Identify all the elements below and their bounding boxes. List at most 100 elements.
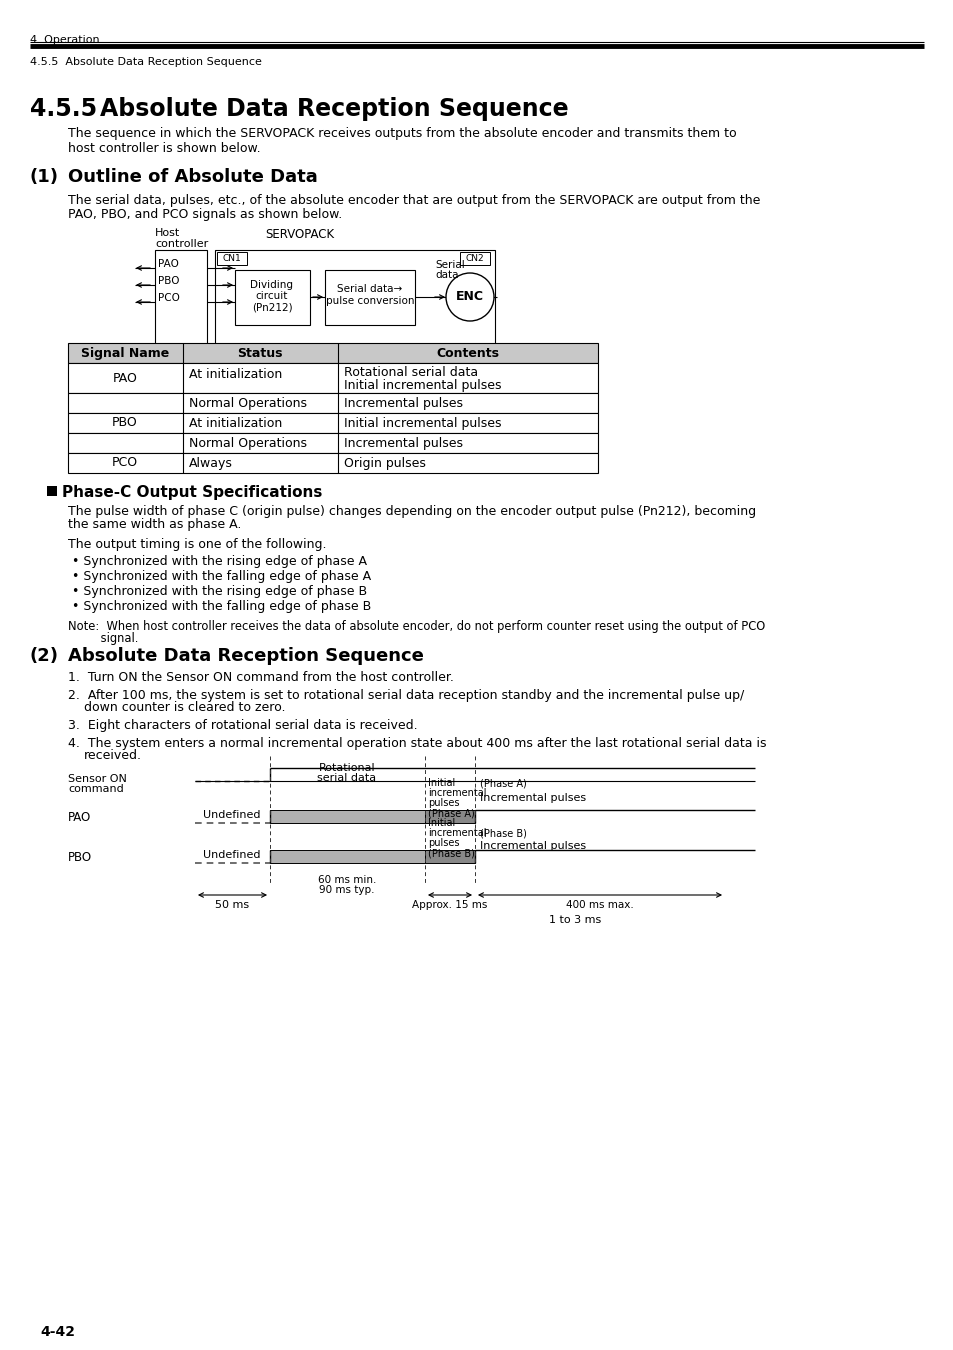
Text: Initial: Initial [428, 818, 455, 828]
Text: 1.  Turn ON the Sensor ON command from the host controller.: 1. Turn ON the Sensor ON command from th… [68, 671, 454, 684]
Text: 4-42: 4-42 [40, 1324, 75, 1339]
Text: The sequence in which the SERVOPACK receives outputs from the absolute encoder a: The sequence in which the SERVOPACK rece… [68, 127, 736, 140]
Text: Normal Operations: Normal Operations [189, 397, 307, 410]
Bar [47, 486, 57, 495]
Text: received.: received. [84, 749, 142, 761]
Text: Phase-C Output Specifications: Phase-C Output Specifications [62, 485, 322, 500]
Text: PBO: PBO [158, 275, 179, 286]
Bar [214, 250, 495, 346]
Text: 4.5.5: 4.5.5 [30, 97, 97, 122]
Circle shape [446, 273, 494, 321]
Text: At initialization: At initialization [189, 369, 282, 381]
Text: pulses: pulses [428, 838, 459, 848]
Text: PAO, PBO, and PCO signals as shown below.: PAO, PBO, and PCO signals as shown below… [68, 208, 342, 221]
Text: signal.: signal. [68, 632, 138, 645]
Text: PAO: PAO [158, 259, 178, 269]
Bar [216, 252, 247, 265]
Bar [424, 850, 475, 863]
Bar [154, 250, 207, 346]
Text: • Synchronized with the falling edge of phase A: • Synchronized with the falling edge of … [71, 570, 371, 583]
Bar [424, 810, 475, 824]
Bar [68, 343, 598, 363]
Text: data: data [435, 270, 458, 279]
Text: Outline of Absolute Data: Outline of Absolute Data [68, 167, 317, 186]
Text: 60 ms min.: 60 ms min. [317, 875, 375, 886]
Text: (Phase A): (Phase A) [428, 809, 475, 818]
Bar [459, 252, 490, 265]
Text: 1 to 3 ms: 1 to 3 ms [548, 915, 600, 925]
Text: Incremental pulses: Incremental pulses [344, 397, 462, 410]
Text: 50 ms: 50 ms [214, 900, 249, 910]
Text: Signal Name: Signal Name [81, 347, 169, 360]
Text: SERVOPACK: SERVOPACK [265, 228, 335, 242]
Text: Always: Always [189, 458, 233, 470]
Text: • Synchronized with the falling edge of phase B: • Synchronized with the falling edge of … [71, 599, 371, 613]
Text: Contents: Contents [436, 347, 499, 360]
Text: (Phase B): (Phase B) [479, 828, 526, 838]
Text: Dividing: Dividing [251, 279, 294, 290]
Text: 2.  After 100 ms, the system is set to rotational serial data reception standby : 2. After 100 ms, the system is set to ro… [68, 688, 743, 702]
Text: Incremental pulses: Incremental pulses [344, 437, 462, 450]
Text: 4  Operation: 4 Operation [30, 35, 99, 45]
Text: The serial data, pulses, etc., of the absolute encoder that are output from the : The serial data, pulses, etc., of the ab… [68, 194, 760, 207]
Bar [68, 393, 598, 413]
Text: command: command [68, 784, 124, 794]
Text: Sensor ON: Sensor ON [68, 774, 127, 784]
Bar [68, 413, 598, 433]
Text: Incremental pulses: Incremental pulses [479, 792, 585, 803]
Text: CN2: CN2 [465, 254, 484, 263]
Text: Incremental pulses: Incremental pulses [479, 841, 585, 850]
Text: incremental: incremental [428, 788, 486, 798]
Bar [68, 363, 598, 393]
Text: Status: Status [237, 347, 282, 360]
Text: Serial data→: Serial data→ [337, 284, 402, 294]
Text: Initial incremental pulses: Initial incremental pulses [344, 417, 501, 431]
Text: Initial incremental pulses: Initial incremental pulses [344, 379, 501, 391]
Text: Host: Host [154, 228, 180, 238]
Text: down counter is cleared to zero.: down counter is cleared to zero. [84, 701, 285, 714]
Text: PBO: PBO [112, 417, 138, 429]
Text: The output timing is one of the following.: The output timing is one of the followin… [68, 539, 326, 551]
Bar [68, 454, 598, 472]
Text: 4.5.5  Absolute Data Reception Sequence: 4.5.5 Absolute Data Reception Sequence [30, 57, 262, 68]
Text: Undefined: Undefined [203, 850, 260, 860]
Text: pulses: pulses [428, 798, 459, 809]
Text: 3.  Eight characters of rotational serial data is received.: 3. Eight characters of rotational serial… [68, 720, 417, 732]
Text: pulse conversion: pulse conversion [325, 296, 414, 306]
Text: Rotational: Rotational [318, 763, 375, 774]
Text: ENC: ENC [456, 290, 483, 304]
Text: controller: controller [154, 239, 208, 248]
Text: Absolute Data Reception Sequence: Absolute Data Reception Sequence [68, 647, 423, 666]
Text: the same width as phase A.: the same width as phase A. [68, 518, 241, 531]
Text: Initial: Initial [428, 778, 455, 788]
Text: (Phase B): (Phase B) [428, 848, 475, 859]
Text: Normal Operations: Normal Operations [189, 437, 307, 450]
Text: • Synchronized with the rising edge of phase B: • Synchronized with the rising edge of p… [71, 585, 367, 598]
Text: serial data: serial data [317, 774, 376, 783]
Text: incremental: incremental [428, 828, 486, 838]
Text: PBO: PBO [68, 850, 92, 864]
Text: PCO: PCO [158, 293, 180, 302]
Text: • Synchronized with the rising edge of phase A: • Synchronized with the rising edge of p… [71, 555, 367, 568]
Text: (Pn212): (Pn212) [252, 302, 292, 312]
Text: host controller is shown below.: host controller is shown below. [68, 142, 260, 155]
Bar [270, 810, 424, 824]
Text: CN1: CN1 [222, 254, 241, 263]
Text: Rotational serial data: Rotational serial data [344, 366, 477, 379]
Text: circuit: circuit [255, 292, 288, 301]
Text: Approx. 15 ms: Approx. 15 ms [412, 900, 487, 910]
Text: Origin pulses: Origin pulses [344, 458, 425, 470]
Text: Serial: Serial [435, 261, 464, 270]
Bar [234, 270, 310, 325]
Text: PAO: PAO [112, 371, 137, 385]
Text: 90 ms typ.: 90 ms typ. [319, 886, 375, 895]
Text: (1): (1) [30, 167, 59, 186]
Text: PCO: PCO [112, 456, 138, 470]
Text: 400 ms max.: 400 ms max. [565, 900, 633, 910]
Bar [270, 850, 424, 863]
Text: (Phase A): (Phase A) [479, 778, 526, 788]
Bar [325, 270, 415, 325]
Text: Note:  When host controller receives the data of absolute encoder, do not perfor: Note: When host controller receives the … [68, 620, 764, 633]
Bar [68, 433, 598, 454]
Text: Absolute Data Reception Sequence: Absolute Data Reception Sequence [100, 97, 568, 122]
